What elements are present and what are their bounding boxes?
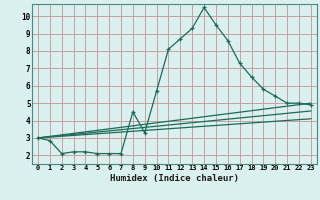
X-axis label: Humidex (Indice chaleur): Humidex (Indice chaleur)	[110, 174, 239, 183]
